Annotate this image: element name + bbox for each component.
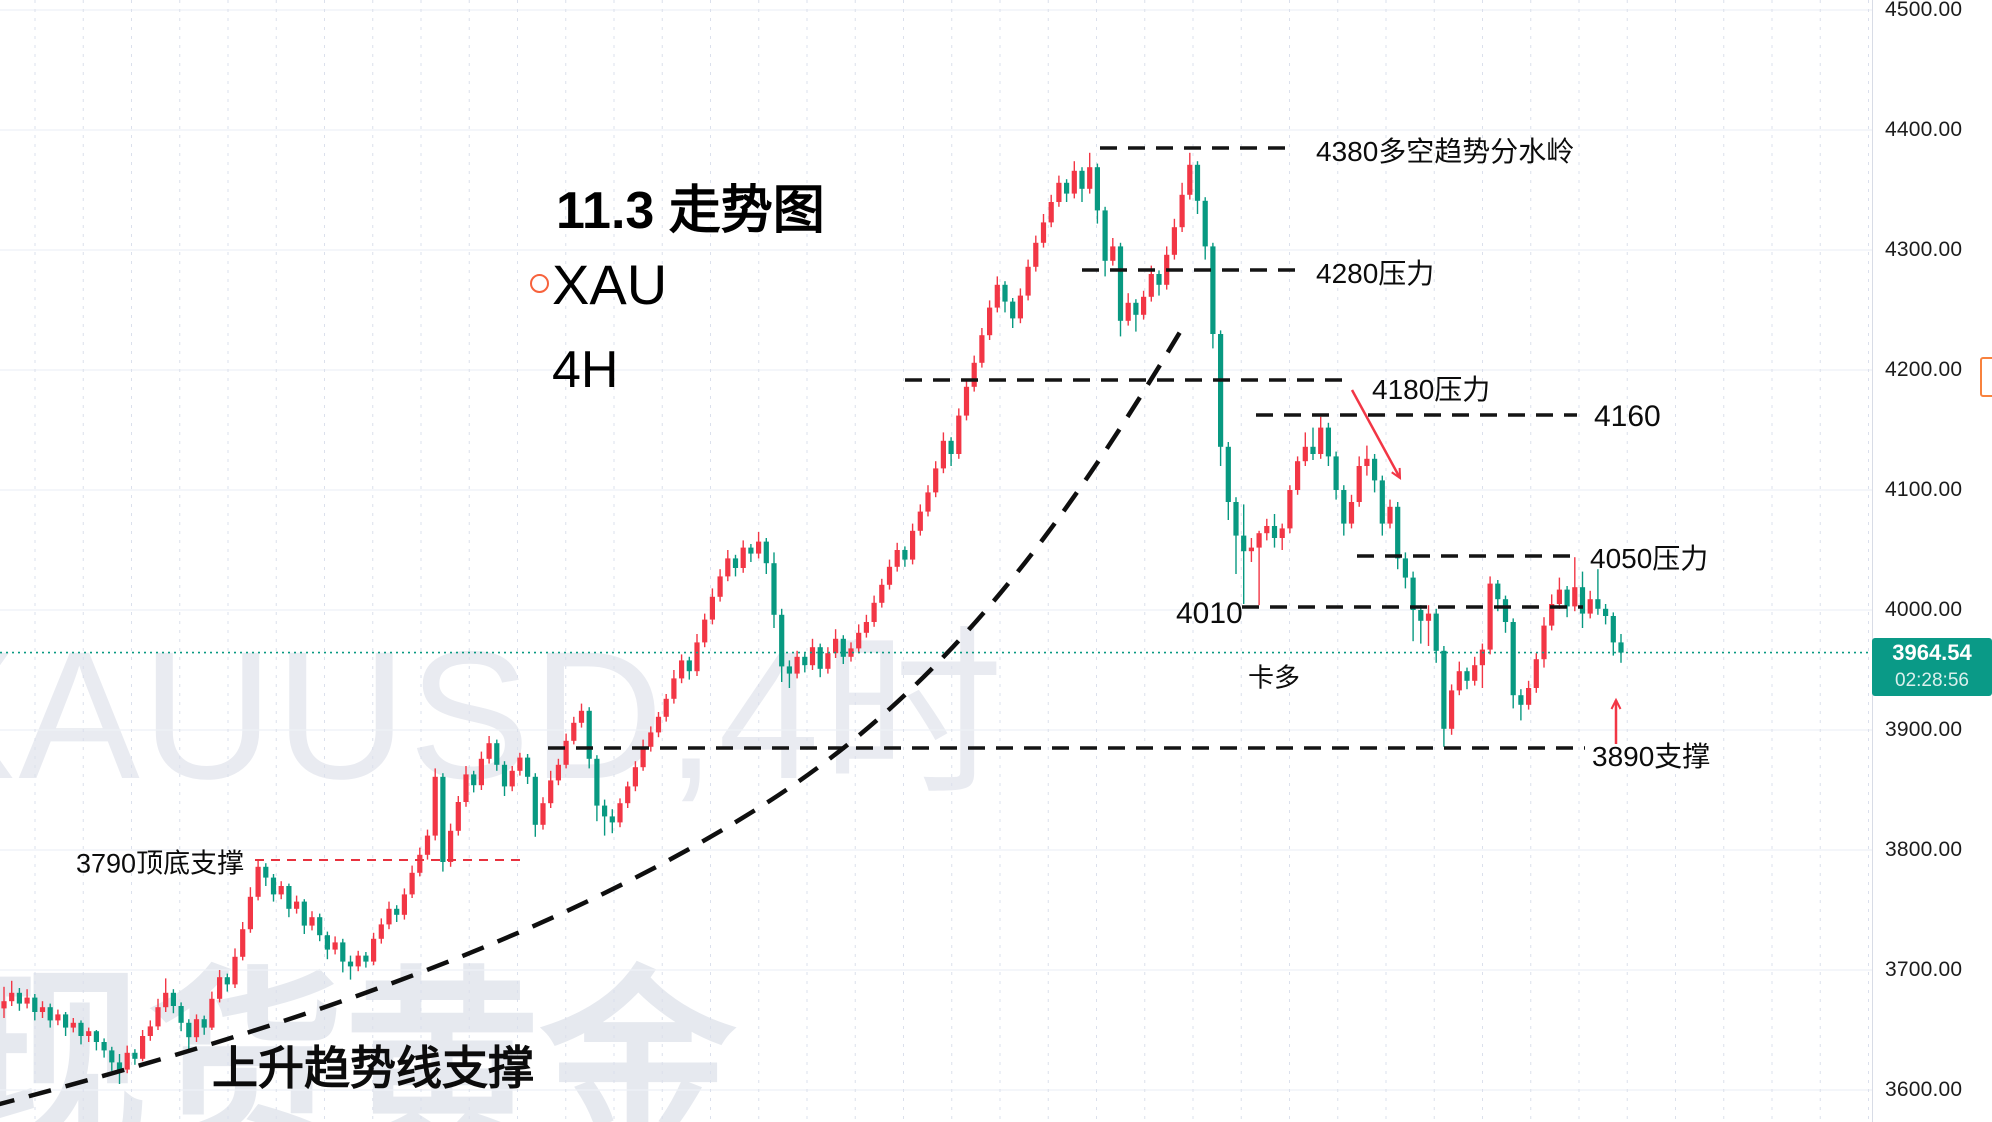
annotation-kaduo: 卡多 [1248, 662, 1301, 693]
level-label-3790: 3790顶底支撑 [76, 848, 245, 879]
last-price-badge: 3964.54 02:28:56 [1872, 638, 1992, 696]
annotation-arrows [1350, 389, 1622, 744]
chart-title: 11.3 走势图 [556, 182, 825, 240]
ascending-trendline[interactable] [0, 320, 1188, 1107]
y-axis-label: 4100.00 [1885, 478, 1963, 501]
y-axis-label: 3800.00 [1885, 838, 1963, 861]
y-axis-label: 3700.00 [1885, 958, 1963, 981]
chart-symbol: XAU [552, 253, 668, 316]
trendline-label: 上升趋势线支撑 [212, 1042, 534, 1094]
level-label-3890: 3890支撑 [1592, 741, 1711, 772]
level-label-4180: 4180压力 [1372, 374, 1491, 405]
y-axis-label: 4000.00 [1885, 598, 1963, 621]
horizontal-gridlines [0, 9, 1872, 1091]
y-axis-label: 3600.00 [1885, 1078, 1963, 1101]
level-label-4050: 4050压力 [1590, 543, 1709, 574]
y-axis-label: 4400.00 [1885, 118, 1963, 141]
vertical-gridlines [34, 0, 1869, 1122]
watermark-brand: 现货黄金 [0, 954, 737, 1122]
support-resistance-lines[interactable] [255, 146, 1585, 861]
level-label-4010: 4010 [1176, 597, 1243, 630]
price-alert-marker[interactable] [1980, 357, 1992, 397]
bar-countdown: 02:28:56 [1895, 670, 1969, 691]
y-axis-label: 4200.00 [1885, 358, 1963, 381]
price-axis[interactable]: 4500.00 4400.00 4300.00 4200.00 4100.00 4000.… [1872, 0, 1992, 1122]
bullet-circle-icon [530, 274, 549, 293]
last-price-value: 3964.54 [1892, 640, 1972, 665]
level-label-4160: 4160 [1594, 400, 1661, 433]
y-axis-label: 3900.00 [1885, 718, 1963, 741]
y-axis-label: 4500.00 [1885, 0, 1963, 21]
level-label-4280: 4280压力 [1316, 258, 1435, 289]
candle-series [1, 152, 1624, 1084]
chart-timeframe: 4H [552, 341, 619, 399]
y-axis-label: 4300.00 [1885, 238, 1963, 261]
level-label-4380: 4380多空趋势分水岭 [1316, 136, 1575, 167]
